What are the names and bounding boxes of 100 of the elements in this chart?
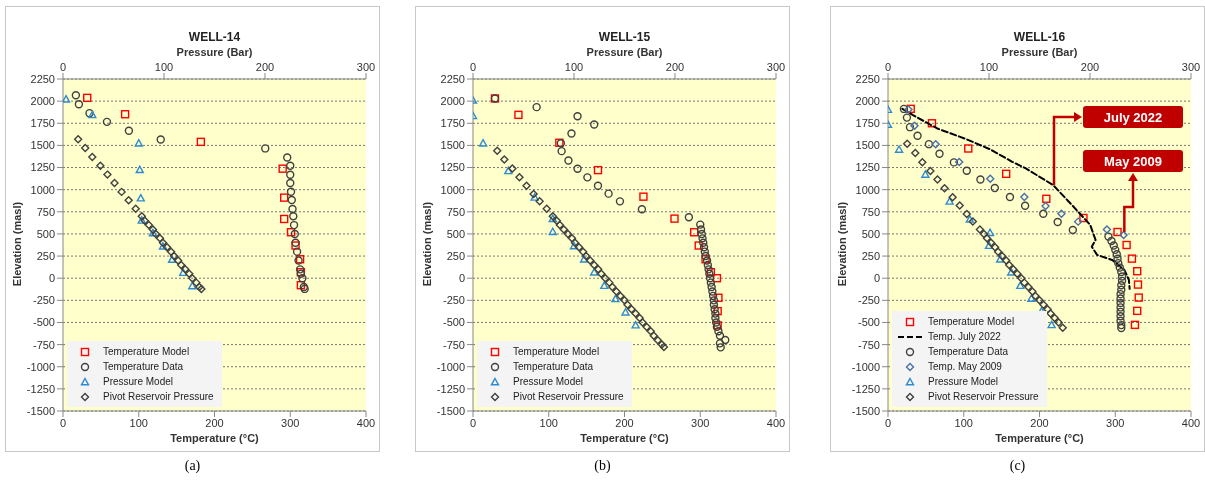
point bbox=[298, 274, 307, 283]
annotation: July 2022 bbox=[1103, 109, 1163, 125]
point bbox=[931, 139, 940, 149]
y-tick-label: -250 bbox=[32, 294, 55, 307]
point bbox=[286, 161, 295, 170]
point bbox=[1001, 169, 1011, 179]
point bbox=[699, 238, 708, 247]
y-tick-label: 1750 bbox=[855, 117, 880, 130]
point bbox=[1117, 267, 1126, 277]
text: (b) bbox=[593, 458, 612, 474]
y-tick-label: -1500 bbox=[26, 404, 55, 417]
point bbox=[564, 156, 573, 165]
x-tick-label: 200 bbox=[615, 416, 634, 429]
point bbox=[905, 122, 915, 132]
point bbox=[696, 220, 705, 229]
y-tick-label: 2000 bbox=[855, 95, 880, 108]
chart-title: WELL-14 bbox=[187, 30, 242, 44]
point bbox=[71, 91, 81, 100]
point bbox=[286, 170, 295, 179]
y-tick-label: 2250 bbox=[440, 72, 465, 85]
point bbox=[287, 195, 296, 205]
y-tick-label: 1750 bbox=[30, 117, 55, 130]
point bbox=[1111, 245, 1120, 255]
point bbox=[709, 300, 719, 309]
point bbox=[700, 247, 709, 256]
point bbox=[593, 165, 603, 175]
point bbox=[699, 243, 709, 252]
y-tick-label: 1500 bbox=[30, 139, 55, 152]
y-tick-label: 1000 bbox=[855, 183, 880, 196]
point bbox=[1133, 267, 1142, 276]
point bbox=[990, 183, 1000, 193]
x2-tick-label: 300 bbox=[766, 61, 786, 73]
y-tick-label: 750 bbox=[36, 205, 55, 218]
y-tick-label: -1250 bbox=[851, 382, 880, 395]
y-tick-label: 750 bbox=[446, 205, 465, 218]
annotation: May 2009 bbox=[1104, 153, 1162, 169]
y-tick-label: 250 bbox=[446, 249, 465, 262]
point bbox=[156, 135, 165, 144]
x-axis-title: Temperature (°C) bbox=[994, 432, 1085, 444]
x-axis-title: Temperature (°C) bbox=[169, 432, 260, 444]
point bbox=[1134, 293, 1143, 302]
legend-label: Pressure Model bbox=[513, 376, 584, 387]
x-tick-label: 0 bbox=[469, 416, 477, 429]
point bbox=[694, 241, 703, 250]
y-axis-title: Elevation (masl) bbox=[11, 200, 23, 289]
point bbox=[684, 213, 694, 222]
point bbox=[716, 343, 725, 352]
point bbox=[1116, 312, 1125, 321]
point bbox=[1117, 281, 1126, 290]
point bbox=[1116, 298, 1125, 308]
point bbox=[283, 153, 292, 162]
point bbox=[1130, 320, 1140, 330]
point bbox=[279, 193, 289, 202]
point bbox=[899, 104, 909, 114]
x-tick-label: 100 bbox=[129, 416, 148, 429]
x-tick-label: 300 bbox=[1106, 416, 1125, 429]
point bbox=[1041, 201, 1050, 211]
y-tick-label: -1000 bbox=[26, 360, 55, 373]
legend-label: Pressure Model bbox=[928, 376, 999, 387]
point bbox=[1122, 240, 1131, 250]
point bbox=[697, 229, 706, 239]
point bbox=[196, 137, 206, 147]
x-tick-label: 0 bbox=[59, 416, 67, 429]
x-axis-title: Temperature (°C) bbox=[579, 432, 670, 444]
point bbox=[290, 229, 299, 239]
point bbox=[1117, 285, 1126, 294]
point bbox=[639, 192, 648, 201]
point bbox=[705, 274, 715, 283]
x2-axis-title: Pressure (Bar) bbox=[1000, 46, 1079, 58]
y-tick-label: 2000 bbox=[30, 95, 55, 108]
point bbox=[1113, 227, 1122, 237]
point bbox=[1117, 320, 1126, 330]
legend-label: Temperature Data bbox=[513, 361, 594, 372]
legend-label: Pivot Reservoir Pressure bbox=[513, 391, 624, 402]
y-tick-label: 250 bbox=[36, 249, 55, 262]
point bbox=[1053, 217, 1062, 227]
x-tick-label: 100 bbox=[539, 416, 558, 429]
y-tick-label: -1500 bbox=[436, 404, 465, 417]
point bbox=[1114, 258, 1123, 268]
y-tick-label: 0 bbox=[458, 272, 465, 285]
y-tick-label: 1500 bbox=[855, 139, 880, 152]
point bbox=[935, 149, 944, 158]
point bbox=[689, 228, 699, 237]
point bbox=[120, 110, 130, 119]
point bbox=[615, 197, 625, 206]
point bbox=[1102, 225, 1112, 234]
y-tick-label: -500 bbox=[32, 316, 55, 329]
y-tick-label: -250 bbox=[442, 294, 465, 307]
point bbox=[637, 205, 647, 214]
point bbox=[698, 234, 707, 243]
y-tick-label: 1750 bbox=[440, 117, 465, 130]
point bbox=[949, 158, 959, 167]
point bbox=[1057, 209, 1066, 218]
text: (c) bbox=[1008, 458, 1027, 474]
x-tick-label: 0 bbox=[884, 416, 892, 429]
point bbox=[532, 102, 541, 112]
legend-label: Temperature Data bbox=[928, 346, 1009, 357]
point bbox=[708, 291, 718, 301]
point bbox=[696, 225, 706, 234]
x2-tick-label: 100 bbox=[154, 61, 174, 73]
